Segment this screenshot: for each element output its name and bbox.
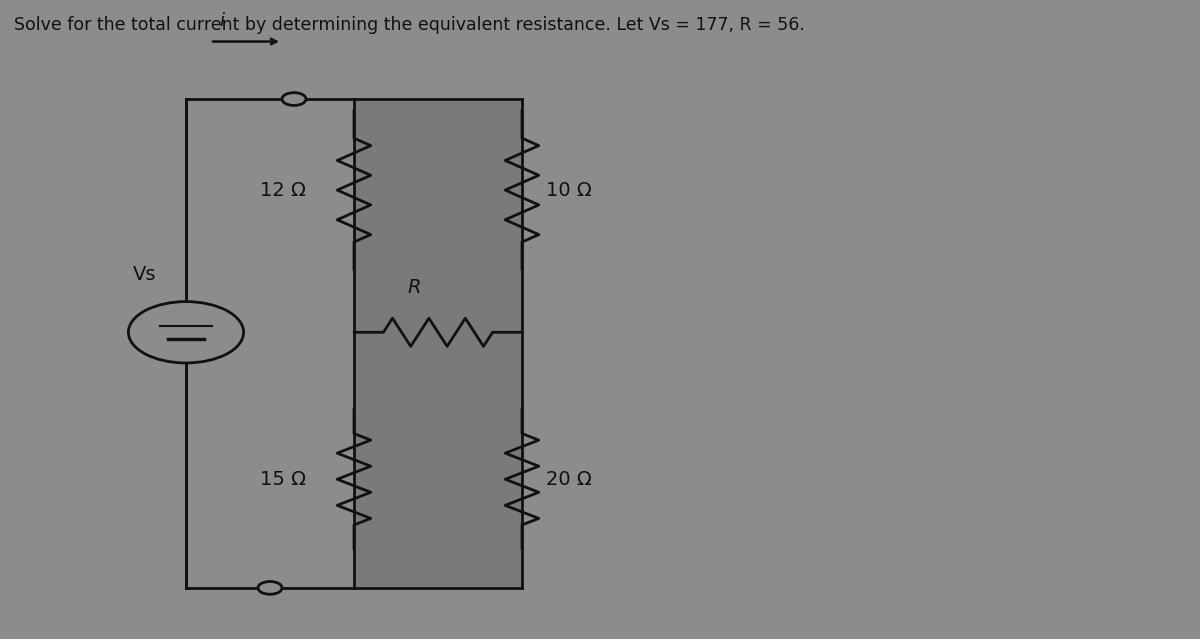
Circle shape — [128, 302, 244, 363]
Circle shape — [258, 581, 282, 594]
Text: 10 Ω: 10 Ω — [546, 181, 592, 199]
Text: R: R — [407, 278, 421, 297]
Text: Vs: Vs — [132, 265, 156, 284]
Text: 20 Ω: 20 Ω — [546, 470, 592, 489]
Text: i: i — [220, 12, 224, 29]
Text: Solve for the total current by determining the equivalent resistance. Let Vs = 1: Solve for the total current by determini… — [14, 16, 805, 34]
FancyBboxPatch shape — [354, 99, 522, 588]
Text: 15 Ω: 15 Ω — [260, 470, 306, 489]
Text: 12 Ω: 12 Ω — [260, 181, 306, 199]
Circle shape — [282, 93, 306, 105]
